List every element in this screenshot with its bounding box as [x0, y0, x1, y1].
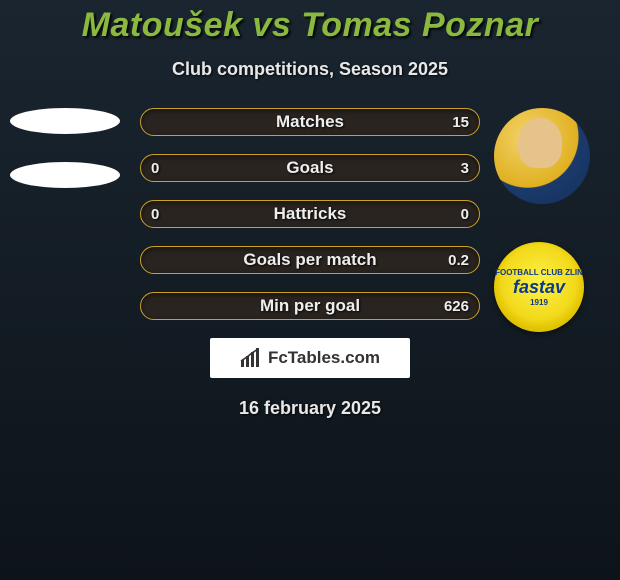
- stat-right-value: 626: [444, 298, 469, 315]
- stat-row-goals-per-match: Goals per match 0.2: [140, 246, 480, 274]
- stat-label: Hattricks: [274, 204, 347, 224]
- stat-row-hattricks: 0 Hattricks 0: [140, 200, 480, 228]
- club-logo-main-text: fastav: [513, 277, 565, 298]
- stat-row-min-per-goal: Min per goal 626: [140, 292, 480, 320]
- chart-icon: [240, 348, 262, 368]
- page-title: Matoušek vs Tomas Poznar: [0, 0, 620, 45]
- left-club-logo-placeholder: [10, 162, 120, 188]
- stat-right-value: 0.2: [448, 252, 469, 269]
- branding-text: FcTables.com: [268, 348, 380, 368]
- stat-right-value: 15: [452, 114, 469, 131]
- stats-bars: Matches 15 0 Goals 3 0 Hattricks 0 Goals…: [140, 108, 480, 320]
- stat-right-value: 3: [461, 160, 469, 177]
- left-player-column: [10, 108, 120, 216]
- branding-badge: FcTables.com: [210, 338, 410, 378]
- comparison-date: 16 february 2025: [0, 398, 620, 419]
- comparison-arena: FOOTBALL CLUB ZLIN fastav 1919 Matches 1…: [0, 108, 620, 419]
- left-player-avatar-placeholder: [10, 108, 120, 134]
- right-player-avatar: [494, 108, 590, 204]
- right-player-column: FOOTBALL CLUB ZLIN fastav 1919: [494, 108, 590, 332]
- stat-label: Goals: [286, 158, 333, 178]
- stat-label: Matches: [276, 112, 344, 132]
- club-logo-top-text: FOOTBALL CLUB ZLIN: [495, 268, 583, 277]
- stat-right-value: 0: [461, 206, 469, 223]
- stat-left-value: 0: [151, 160, 159, 177]
- stat-left-value: 0: [151, 206, 159, 223]
- club-logo-bottom-text: 1919: [530, 298, 548, 307]
- stat-label: Goals per match: [243, 250, 376, 270]
- stat-label: Min per goal: [260, 296, 360, 316]
- stat-row-goals: 0 Goals 3: [140, 154, 480, 182]
- stat-row-matches: Matches 15: [140, 108, 480, 136]
- right-club-logo: FOOTBALL CLUB ZLIN fastav 1919: [494, 242, 584, 332]
- subtitle: Club competitions, Season 2025: [0, 59, 620, 80]
